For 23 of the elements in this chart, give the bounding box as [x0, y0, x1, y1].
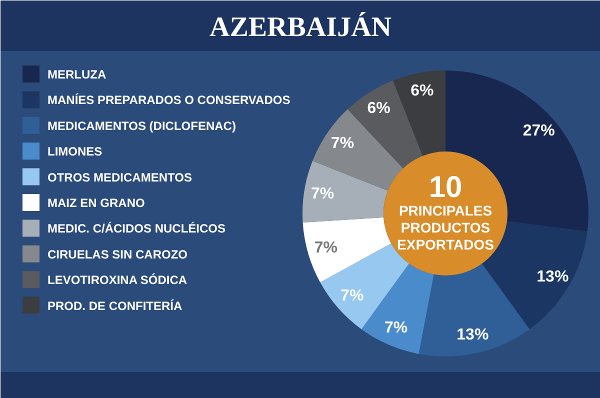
data-label: 6% — [367, 100, 390, 117]
legend-label: MERLUZA — [48, 68, 106, 82]
legend-label: MEDICAMENTOS (DICLOFENAC) — [48, 118, 236, 133]
legend-label: MAIZ EN GRANO — [48, 196, 145, 210]
data-label: 7% — [310, 186, 334, 203]
legend-label: LEVOTIROXINA SÓDICA — [48, 273, 188, 288]
data-label: 7% — [384, 319, 408, 336]
data-label: 13% — [536, 268, 569, 286]
legend-label: MEDIC. C/ÁCIDOS NUCLÉICOS — [48, 222, 226, 236]
legend-label: CIRUELAS SIN CAROZO — [48, 247, 188, 262]
legend-label: LIMONES — [48, 144, 102, 159]
text: 10 — [428, 171, 462, 204]
chart-title: AZERBAIJÁN — [209, 11, 392, 43]
data-label: 7% — [314, 240, 338, 257]
legend-label: OTROS MEDICAMENTOS — [48, 170, 192, 184]
legend-label: MANÍES PREPARADOS O CONSERVADOS — [48, 93, 290, 108]
data-label: 6% — [410, 82, 434, 100]
text: PRINCIPALES PRODUCTOS EXPORTADOS — [397, 202, 494, 252]
data-label: 27% — [522, 122, 555, 140]
data-label: 13% — [456, 326, 489, 344]
data-label: 7% — [330, 135, 354, 152]
data-label: 7% — [340, 287, 364, 304]
legend-label: PROD. DE CONFITERÍA — [48, 298, 183, 313]
